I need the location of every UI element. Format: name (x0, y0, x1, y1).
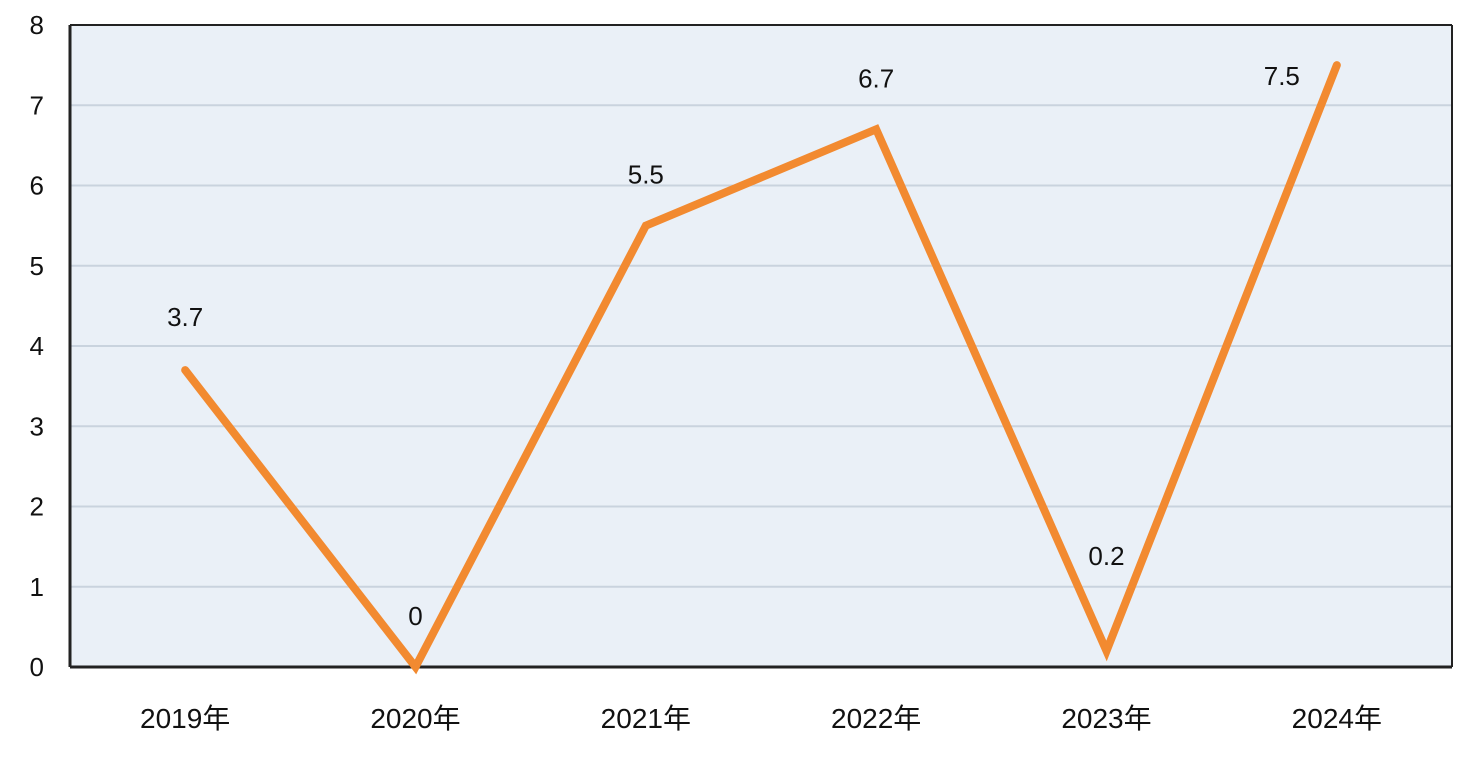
x-category-label: 2020年 (370, 703, 460, 734)
data-label: 0 (408, 601, 422, 631)
series-group (181, 61, 1341, 675)
axes (68, 24, 1453, 669)
x-category-label: 2021年 (601, 703, 691, 734)
y-axis-ticks: 0 1 2 3 4 5 6 7 8 (30, 10, 44, 682)
y-tick-label: 5 (30, 251, 44, 281)
y-tick-label: 1 (30, 572, 44, 602)
y-tick-label: 2 (30, 492, 44, 522)
data-label: 3.7 (167, 302, 203, 332)
x-axis-categories: 2019年 2020年 2021年 2022年 2023年 2024年 (140, 703, 1382, 734)
data-label: 7.5 (1264, 61, 1300, 91)
data-labels: 3.7 0 5.5 6.7 0.2 7.5 (167, 61, 1300, 631)
y-tick-label: 3 (30, 411, 44, 441)
series-line (181, 61, 1341, 675)
x-category-label: 2019年 (140, 703, 230, 734)
x-category-label: 2024年 (1292, 703, 1382, 734)
y-tick-label: 4 (30, 331, 44, 361)
y-tick-label: 8 (30, 10, 44, 40)
y-tick-label: 0 (30, 652, 44, 682)
y-tick-label: 7 (30, 90, 44, 120)
data-label: 0.2 (1088, 541, 1124, 571)
data-label: 6.7 (858, 63, 894, 93)
x-category-label: 2022年 (831, 703, 921, 734)
data-label: 5.5 (628, 160, 664, 190)
y-tick-label: 6 (30, 171, 44, 201)
x-category-label: 2023年 (1061, 703, 1151, 734)
